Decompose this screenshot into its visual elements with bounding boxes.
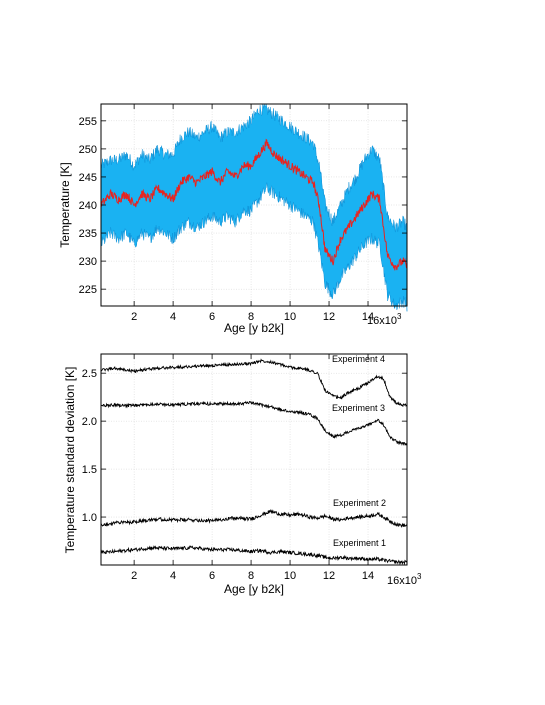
experiment-2-line [100,508,408,528]
temperature-panel: 2 4 6 8 10 12 14 225 230 235 240 245 250 255 Age [y b… [58,103,408,335]
x-tick-label: 2 [131,311,137,323]
experiment-1-label: Experiment 1 [333,538,386,548]
x-tick-label: 2 [131,570,137,582]
experiment-2-label: Experiment 2 [333,498,386,508]
x-tick-label: 12 [323,311,335,323]
std-deviation-panel: 2 4 6 8 10 12 14 1.0 1.5 2.0 2.5 Age [y b2k] Tempe… [63,353,422,596]
y-tick-label: 1.5 [82,464,97,476]
y-tick-label: 240 [79,200,97,212]
std-deviation-x-multiplier: 16x103 [387,572,422,587]
std-deviation-axis-ticks: 2 4 6 8 10 12 14 1.0 1.5 2.0 2.5 [82,354,407,582]
y-tick-label: 245 [79,172,97,184]
temperature-axis-ticks: 2 4 6 8 10 12 14 225 230 235 240 245 250 255 [79,104,407,323]
x-tick-label: 4 [170,311,176,323]
x-tick-label: 14 [362,570,374,582]
experiment-3-line [100,400,408,446]
x-tick-label: 10 [284,570,296,582]
y-tick-label: 230 [79,256,97,268]
temperature-x-multiplier: 16x103 [367,312,402,327]
temperature-mean-layer [100,138,408,271]
experiment-4-line [100,358,408,407]
std-deviation-plot-frame [100,353,408,566]
std-deviation-lines-layer [100,358,408,566]
y-tick-label: 250 [79,144,97,156]
temperature-x-axis-label: Age [y b2k] [224,321,284,335]
y-tick-label: 255 [79,116,97,128]
experiment-1-line [100,545,408,566]
x-tick-label: 6 [209,311,215,323]
x-tick-label: 14 [362,311,374,323]
y-tick-label: 2.5 [82,368,97,380]
x-tick-label: 10 [284,311,296,323]
temperature-y-axis-label: Temperature [K] [58,162,72,247]
x-tick-label: 6 [209,570,215,582]
experiment-4-label: Experiment 4 [332,354,385,364]
x-tick-label: 8 [248,311,254,323]
y-tick-label: 1.0 [82,512,97,524]
y-tick-label: 225 [79,284,97,296]
y-tick-label: 235 [79,228,97,240]
std-deviation-x-axis-label: Age [y b2k] [224,582,284,596]
experiment-3-label: Experiment 3 [332,403,385,413]
mean-temperature-line [100,138,408,271]
x-tick-label: 12 [323,570,335,582]
x-tick-label: 8 [248,570,254,582]
y-tick-label: 2.0 [82,416,97,428]
std-deviation-grid [101,354,407,565]
std-deviation-y-axis-label: Temperature standard deviation [K] [63,367,77,554]
x-tick-label: 4 [170,570,176,582]
experiment-annotations: Experiment 4 Experiment 3 Experiment 2 Expe… [332,354,386,548]
